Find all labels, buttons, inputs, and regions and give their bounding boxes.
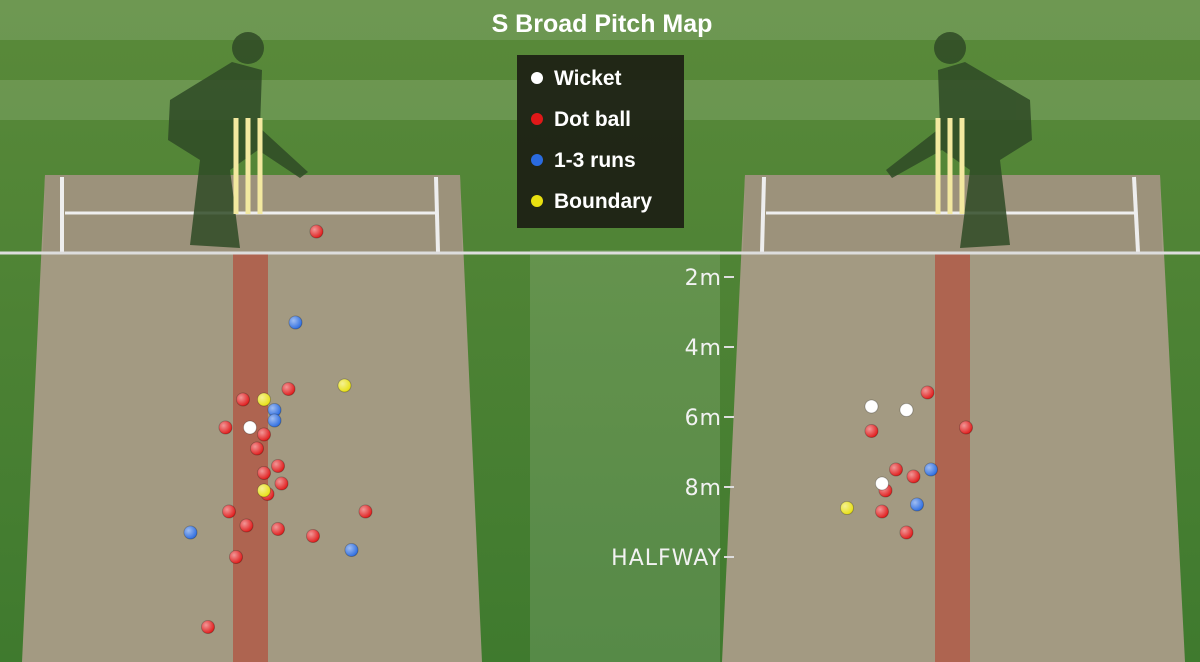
ball-dot-ball	[959, 420, 973, 435]
ball-1-3-runs	[183, 525, 198, 540]
stumps-right-icon	[935, 118, 965, 214]
legend-marker-dot-ball	[531, 113, 543, 125]
ball-dot-ball	[899, 525, 914, 540]
ball-dot-ball	[864, 424, 879, 438]
stump-line-left	[233, 252, 268, 662]
length-tick-label: 4m	[685, 336, 722, 361]
length-tick-label: 6m	[685, 406, 722, 431]
ball-wicket	[899, 403, 914, 417]
ball-dot-ball	[889, 462, 903, 477]
ball-dot-ball	[281, 382, 296, 396]
ball-dot-ball	[218, 420, 233, 435]
chart-title: S Broad Pitch Map	[492, 10, 713, 38]
legend-marker-1-3-runs	[531, 154, 543, 166]
ball-dot-ball	[920, 385, 935, 400]
ball-dot-ball	[274, 476, 289, 491]
left-pitch	[22, 175, 482, 662]
ball-wicket	[864, 399, 879, 414]
ball-boundary	[257, 483, 271, 498]
legend-label: Wicket	[554, 67, 622, 90]
legend-marker-wicket	[531, 72, 543, 84]
ball-1-3-runs	[344, 543, 359, 557]
ball-1-3-runs	[910, 497, 924, 512]
ball-1-3-runs	[267, 413, 282, 428]
ball-dot-ball	[201, 620, 215, 634]
ball-dot-ball	[257, 427, 271, 442]
ball-dot-ball	[358, 504, 373, 519]
ball-boundary	[257, 392, 271, 407]
ball-dot-ball	[306, 529, 320, 543]
balls-layer	[183, 224, 973, 634]
legend-label: Dot ball	[554, 108, 631, 131]
stump-line-right	[935, 252, 970, 662]
ball-dot-ball	[236, 392, 250, 407]
ball-1-3-runs	[924, 462, 938, 477]
ball-dot-ball	[257, 466, 271, 480]
legend-label: Boundary	[554, 190, 652, 213]
ball-boundary	[337, 378, 352, 393]
ball-dot-ball	[271, 459, 285, 473]
length-axis: 2m 4m 6m 8m HALFWAY	[611, 266, 734, 571]
right-pitch	[722, 175, 1185, 662]
ball-dot-ball	[906, 469, 921, 484]
ball-dot-ball	[250, 441, 264, 456]
ball-boundary	[840, 501, 854, 515]
ball-wicket	[875, 476, 889, 491]
length-tick-label: HALFWAY	[611, 546, 722, 571]
ball-wicket	[243, 420, 257, 435]
ball-dot-ball	[875, 504, 889, 519]
length-tick-label: 8m	[685, 476, 722, 501]
batsman-silhouette-right-icon	[886, 32, 1032, 248]
ball-dot-ball	[229, 550, 243, 564]
ball-dot-ball	[222, 504, 236, 519]
stumps-left-icon	[233, 118, 263, 214]
legend: Wicket Dot ball 1-3 runs Boundary	[517, 55, 684, 228]
length-tick-label: 2m	[685, 266, 722, 291]
legend-marker-boundary	[531, 195, 543, 207]
ball-1-3-runs	[288, 315, 303, 330]
legend-label: 1-3 runs	[554, 149, 636, 172]
ball-dot-ball	[309, 224, 324, 239]
ball-dot-ball	[239, 518, 254, 533]
ball-dot-ball	[271, 522, 285, 536]
